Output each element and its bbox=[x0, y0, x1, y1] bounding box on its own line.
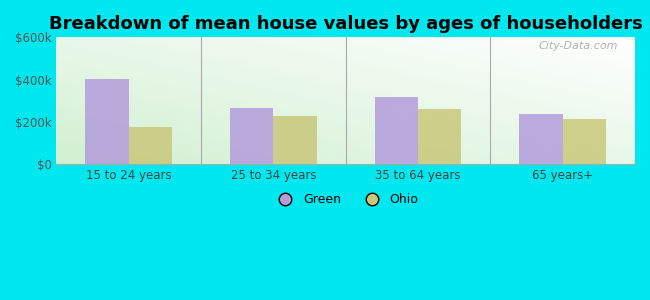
Title: Breakdown of mean house values by ages of householders: Breakdown of mean house values by ages o… bbox=[49, 15, 643, 33]
Bar bbox=[129, 127, 172, 164]
Bar bbox=[374, 97, 418, 164]
Legend: Green, Ohio: Green, Ohio bbox=[268, 188, 424, 211]
Bar bbox=[563, 119, 606, 164]
Bar bbox=[519, 114, 563, 164]
Bar bbox=[230, 108, 274, 164]
Text: City-Data.com: City-Data.com bbox=[538, 41, 617, 51]
Bar bbox=[274, 116, 317, 164]
Bar bbox=[85, 79, 129, 164]
Bar bbox=[418, 109, 461, 164]
